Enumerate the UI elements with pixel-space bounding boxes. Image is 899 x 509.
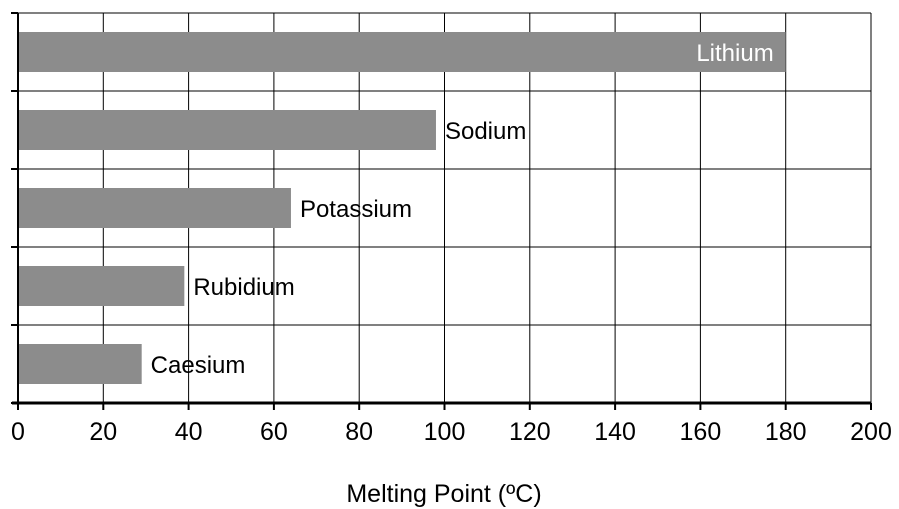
x-tick-label: 160 xyxy=(680,418,722,446)
bar-label-rubidium: Rubidium xyxy=(193,274,294,301)
bar-potassium xyxy=(18,188,291,228)
bar-label-potassium: Potassium xyxy=(300,196,412,223)
x-tick-label: 120 xyxy=(509,418,551,446)
axes xyxy=(11,12,871,405)
x-tick-label: 180 xyxy=(765,418,807,446)
bars: Lithium Sodium Potassium Rubidium Caesium xyxy=(18,32,786,384)
bar-label-lithium: Lithium xyxy=(696,40,773,67)
bar-caesium xyxy=(18,344,142,384)
x-tick-label: 100 xyxy=(424,418,466,446)
x-tick-label: 40 xyxy=(175,418,203,446)
x-axis-title: Melting Point (ºC) xyxy=(346,480,541,508)
x-tick-label: 200 xyxy=(850,418,892,446)
x-axis-ticks: 0 20 40 60 80 100 120 140 160 180 200 xyxy=(11,403,892,446)
bar-rubidium xyxy=(18,266,185,306)
x-tick-label: 20 xyxy=(89,418,117,446)
bar-sodium xyxy=(18,110,436,150)
x-tick-label: 60 xyxy=(260,418,288,446)
x-tick-label: 80 xyxy=(345,418,373,446)
x-tick-label: 140 xyxy=(594,418,636,446)
x-tick-label: 0 xyxy=(11,418,25,446)
grid-lines xyxy=(17,12,872,403)
bar-label-sodium: Sodium xyxy=(445,118,526,145)
bar-lithium xyxy=(18,32,786,72)
bar-label-caesium: Caesium xyxy=(151,352,246,379)
